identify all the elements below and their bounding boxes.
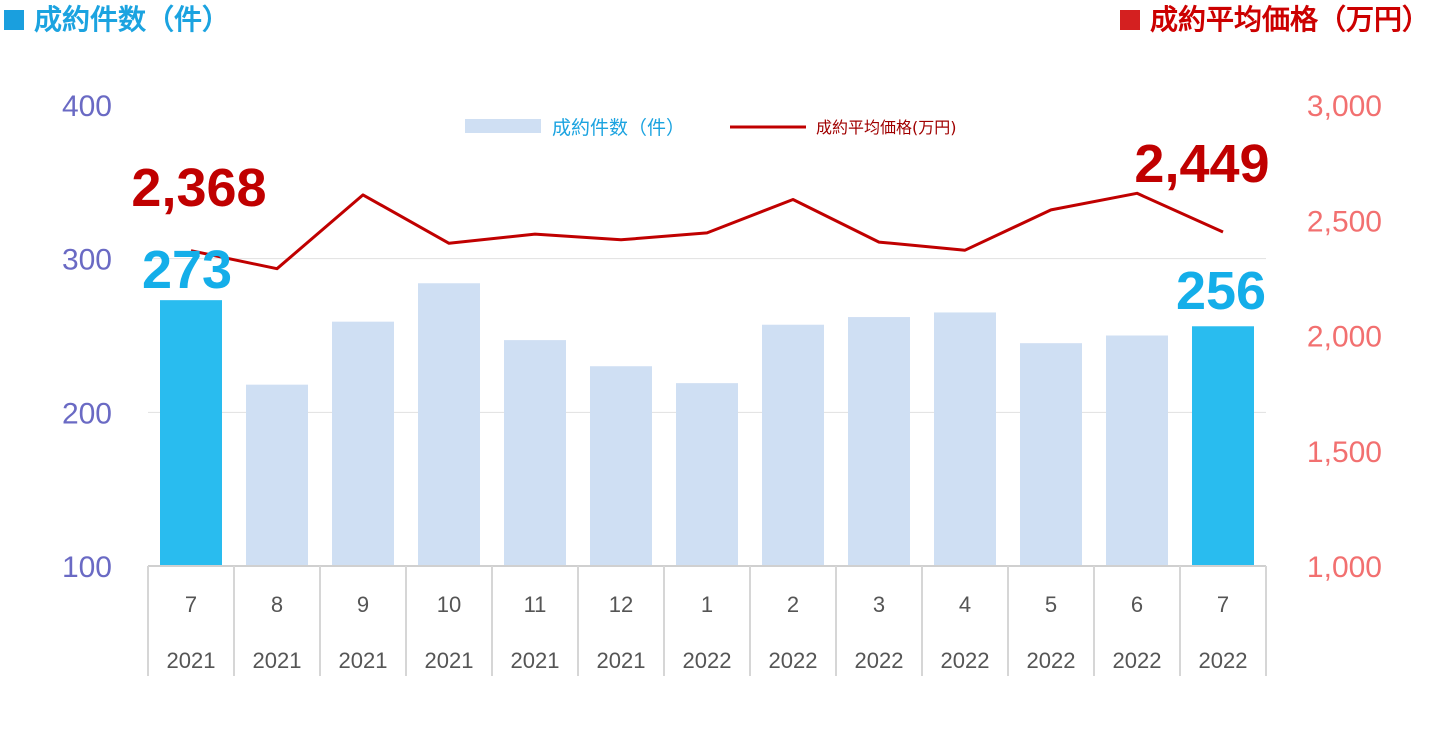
x-tick-year: 2021	[167, 648, 216, 673]
left-axis-title: 成約件数（件）	[4, 2, 230, 38]
x-tick-month: 4	[959, 592, 971, 617]
bar	[848, 317, 910, 566]
x-tick-month: 1	[701, 592, 713, 617]
x-tick-year: 2022	[1199, 648, 1248, 673]
bar	[762, 324, 824, 566]
right-axis-tick: 1,000	[1307, 551, 1382, 584]
right-axis-tick: 1,500	[1307, 436, 1382, 469]
x-tick-month: 9	[357, 592, 369, 617]
left-axis-tick: 100	[62, 551, 112, 584]
price-line	[190, 191, 1224, 271]
bar	[418, 283, 480, 566]
right-axis-tick: 3,000	[1307, 90, 1382, 123]
left-axis-tick: 300	[62, 244, 112, 277]
first-count-label: 273	[142, 240, 232, 300]
left-title-square-icon	[4, 10, 24, 30]
right-title-square-icon	[1119, 10, 1140, 30]
bar	[504, 340, 566, 566]
right-axis-tick: 2,000	[1307, 321, 1382, 354]
x-tick-month: 8	[271, 592, 283, 617]
legend-bar-swatch	[465, 119, 541, 133]
x-tick-month: 12	[609, 592, 633, 617]
x-tick-year: 2022	[769, 648, 818, 673]
x-tick-year: 2022	[855, 648, 904, 673]
right-axis-tick: 2,500	[1307, 205, 1382, 238]
x-tick-month: 3	[873, 592, 885, 617]
x-tick-year: 2021	[597, 648, 646, 673]
x-tick-year: 2022	[1113, 648, 1162, 673]
bar	[1020, 343, 1082, 566]
first-price-label: 2,368	[131, 158, 266, 218]
x-tick-year: 2022	[1027, 648, 1076, 673]
last-price-label: 2,449	[1134, 134, 1269, 194]
bar	[332, 321, 394, 566]
bar	[1106, 335, 1168, 566]
x-tick-month: 5	[1045, 592, 1057, 617]
right-axis-title: 成約平均価格（万円）	[1119, 2, 1430, 38]
x-tick-month: 7	[185, 592, 197, 617]
bar	[160, 300, 222, 566]
x-tick-month: 7	[1217, 592, 1229, 617]
last-count-label: 256	[1176, 261, 1266, 321]
x-tick-month: 10	[437, 592, 461, 617]
x-tick-month: 6	[1131, 592, 1143, 617]
x-tick-year: 2022	[941, 648, 990, 673]
legend-bar-label: 成約件数（件）	[552, 117, 685, 139]
bar	[676, 383, 738, 566]
bar	[1192, 326, 1254, 566]
left-axis-tick: 400	[62, 90, 112, 123]
x-tick-year: 2022	[683, 648, 732, 673]
x-tick-year: 2021	[339, 648, 388, 673]
bar	[934, 312, 996, 566]
left-axis-tick: 200	[62, 397, 112, 430]
x-tick-year: 2021	[253, 648, 302, 673]
x-tick-year: 2021	[511, 648, 560, 673]
x-tick-month: 2	[787, 592, 799, 617]
legend-line-label: 成約平均価格(万円)	[816, 118, 957, 137]
x-tick-year: 2021	[425, 648, 474, 673]
bar	[246, 384, 308, 566]
bar	[590, 366, 652, 566]
x-tick-month: 11	[524, 592, 547, 617]
